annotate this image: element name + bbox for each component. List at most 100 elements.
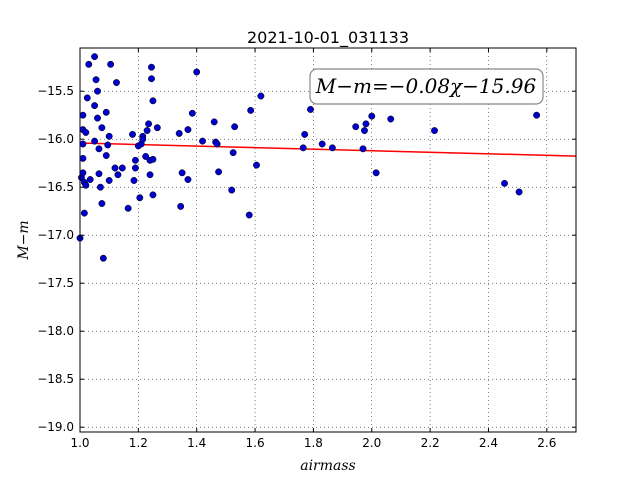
data-point (229, 149, 237, 157)
data-point (130, 177, 138, 184)
data-point (79, 169, 87, 177)
data-point (104, 141, 112, 149)
x-axis-label: airmass (300, 458, 356, 474)
data-point (257, 92, 265, 100)
data-point (228, 186, 236, 194)
data-point (113, 79, 120, 87)
data-point (148, 63, 155, 71)
data-point (318, 140, 326, 148)
data-point (368, 112, 376, 120)
data-point (92, 76, 100, 84)
x-tick-label: 1.6 (246, 436, 265, 450)
data-point (372, 169, 380, 177)
y-axis-label: M−m (16, 220, 32, 260)
fit-equation: M−m=−0.08χ−15.96 (315, 74, 537, 98)
axis-ticks: 1.0 1.2 1.4 1.6 1.8 2.0 2.2 2.4 2.6 −15.5 −16.0 −16… (37, 48, 576, 450)
data-point (143, 127, 151, 135)
data-point (175, 129, 183, 137)
data-point (146, 171, 154, 179)
data-point (177, 202, 185, 210)
data-point (131, 164, 139, 172)
data-point (91, 137, 99, 145)
data-point (352, 123, 360, 131)
y-tick-label: −18.5 (37, 372, 74, 386)
data-point (301, 130, 309, 138)
data-point (299, 144, 307, 152)
data-point (148, 75, 155, 83)
x-tick-label: 2.6 (537, 436, 556, 450)
data-point (82, 129, 90, 136)
data-point (247, 106, 255, 114)
data-point (105, 132, 113, 140)
data-point (328, 144, 336, 152)
data-point (95, 170, 103, 178)
fit-line-group (79, 142, 577, 157)
data-point (178, 169, 186, 177)
data-point (361, 127, 368, 135)
data-point (149, 191, 157, 199)
data-point (184, 126, 192, 134)
data-point (98, 200, 106, 207)
data-point (149, 97, 157, 105)
data-point (515, 188, 523, 196)
data-point (387, 115, 395, 123)
data-point (105, 177, 113, 184)
data-points (76, 53, 541, 262)
data-point (231, 123, 239, 131)
data-point (111, 164, 119, 172)
data-point (83, 94, 91, 102)
grid (79, 48, 576, 432)
x-tick-label: 2.2 (421, 436, 440, 450)
data-point (98, 124, 106, 132)
data-point (79, 140, 87, 148)
data-point (307, 105, 314, 113)
data-point (142, 153, 150, 160)
data-point (359, 145, 367, 153)
y-tick-label: −15.5 (37, 84, 74, 98)
data-point (85, 60, 93, 68)
data-point (533, 111, 541, 119)
data-point (91, 53, 99, 61)
data-point (136, 194, 144, 202)
data-point (102, 152, 110, 159)
data-point (82, 181, 90, 189)
data-point (124, 204, 132, 212)
y-tick-label: −18.0 (37, 324, 74, 338)
data-point (131, 156, 139, 164)
y-tick-label: −19.0 (37, 420, 74, 434)
data-point (193, 68, 201, 76)
data-point (253, 161, 260, 169)
plot-frame (79, 47, 577, 433)
data-point (245, 211, 253, 219)
chart-title: 2021-10-01_031133 (247, 28, 409, 48)
data-point (145, 120, 153, 128)
data-point (184, 176, 192, 183)
plot-area (80, 48, 576, 432)
data-point (213, 140, 221, 148)
x-tick-label: 1.8 (304, 436, 323, 450)
x-tick-label: 1.4 (187, 436, 206, 450)
x-tick-label: 2.0 (362, 436, 381, 450)
data-point (188, 109, 196, 117)
data-point (91, 102, 99, 110)
data-point (99, 254, 107, 262)
y-tick-label: −16.5 (37, 180, 74, 194)
data-point (215, 168, 223, 176)
data-point (79, 111, 87, 119)
annotation-box (309, 68, 544, 105)
data-point (94, 114, 101, 122)
data-point (79, 154, 87, 162)
data-point (149, 155, 157, 163)
data-point (118, 164, 126, 172)
data-point (139, 135, 147, 143)
y-tick-label: −16.0 (37, 132, 74, 146)
data-point (86, 176, 94, 183)
data-point (114, 171, 122, 179)
data-point (129, 130, 136, 138)
fit-annotation: M−m=−0.08χ−15.96 (309, 68, 544, 105)
data-point (210, 118, 218, 126)
data-point (94, 87, 101, 95)
y-tick-label: −17.0 (37, 228, 74, 242)
data-point (96, 183, 104, 191)
